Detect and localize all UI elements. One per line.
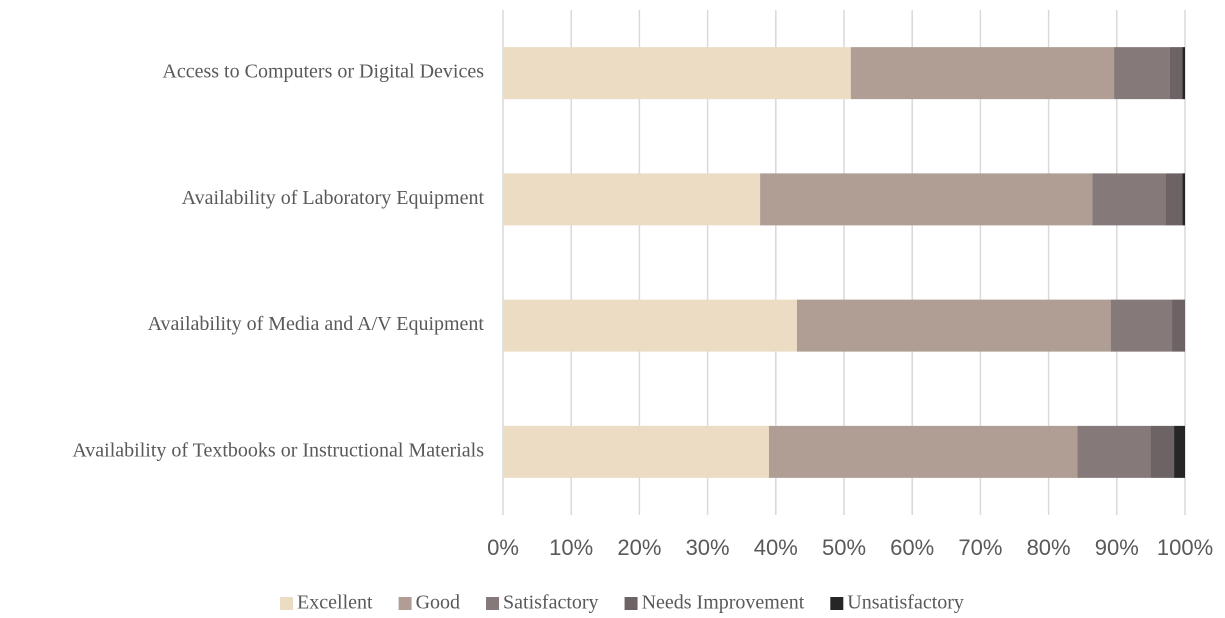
bar-segment — [503, 425, 769, 478]
legend-swatch — [830, 597, 844, 610]
bar-segment — [850, 47, 1115, 100]
bar-segment — [1114, 47, 1170, 100]
bar-segment — [1169, 47, 1183, 100]
x-tick-label: 30% — [686, 535, 730, 560]
x-tick-label: 40% — [754, 535, 798, 560]
bar-segment — [760, 173, 1093, 226]
bar-segment — [1182, 47, 1185, 100]
bar-segment — [1174, 425, 1185, 478]
bar-segment — [768, 425, 1078, 478]
bar-segment — [1092, 173, 1166, 226]
legend-swatch — [280, 597, 294, 610]
bar-segment — [796, 299, 1111, 352]
y-tick-label: Availability of Laboratory Equipment — [182, 187, 485, 209]
y-tick-label: Availability of Media and A/V Equipment — [148, 313, 485, 335]
bar-segment — [1110, 299, 1173, 352]
legend-label: Unsatisfactory — [847, 592, 964, 614]
bar-segment — [503, 173, 761, 226]
legend-label: Satisfactory — [503, 592, 599, 614]
bar-segment — [1165, 173, 1183, 226]
x-tick-label: 20% — [617, 535, 661, 560]
x-tick-label: 80% — [1027, 535, 1071, 560]
bar-segment — [503, 47, 851, 100]
bar-segment — [503, 299, 797, 352]
x-tick-label: 90% — [1095, 535, 1139, 560]
x-tick-label: 10% — [549, 535, 593, 560]
legend-label: Good — [416, 592, 460, 614]
bar-segment — [1150, 425, 1175, 478]
legend-swatch — [398, 597, 412, 610]
legend-label: Excellent — [297, 592, 373, 614]
x-tick-label: 100% — [1157, 535, 1213, 560]
bar-segment — [1182, 173, 1185, 226]
x-tick-label: 70% — [958, 535, 1002, 560]
legend-swatch — [624, 597, 638, 610]
legend-swatch — [486, 597, 500, 610]
y-tick-label: Access to Computers or Digital Devices — [162, 61, 484, 83]
x-tick-label: 60% — [890, 535, 934, 560]
x-tick-label: 0% — [487, 535, 519, 560]
y-tick-label: Availability of Textbooks or Instruction… — [72, 439, 484, 461]
bar-segment — [1077, 425, 1151, 478]
bar-segment — [1172, 299, 1185, 352]
legend-label: Needs Improvement — [642, 592, 805, 614]
x-tick-label: 50% — [822, 535, 866, 560]
